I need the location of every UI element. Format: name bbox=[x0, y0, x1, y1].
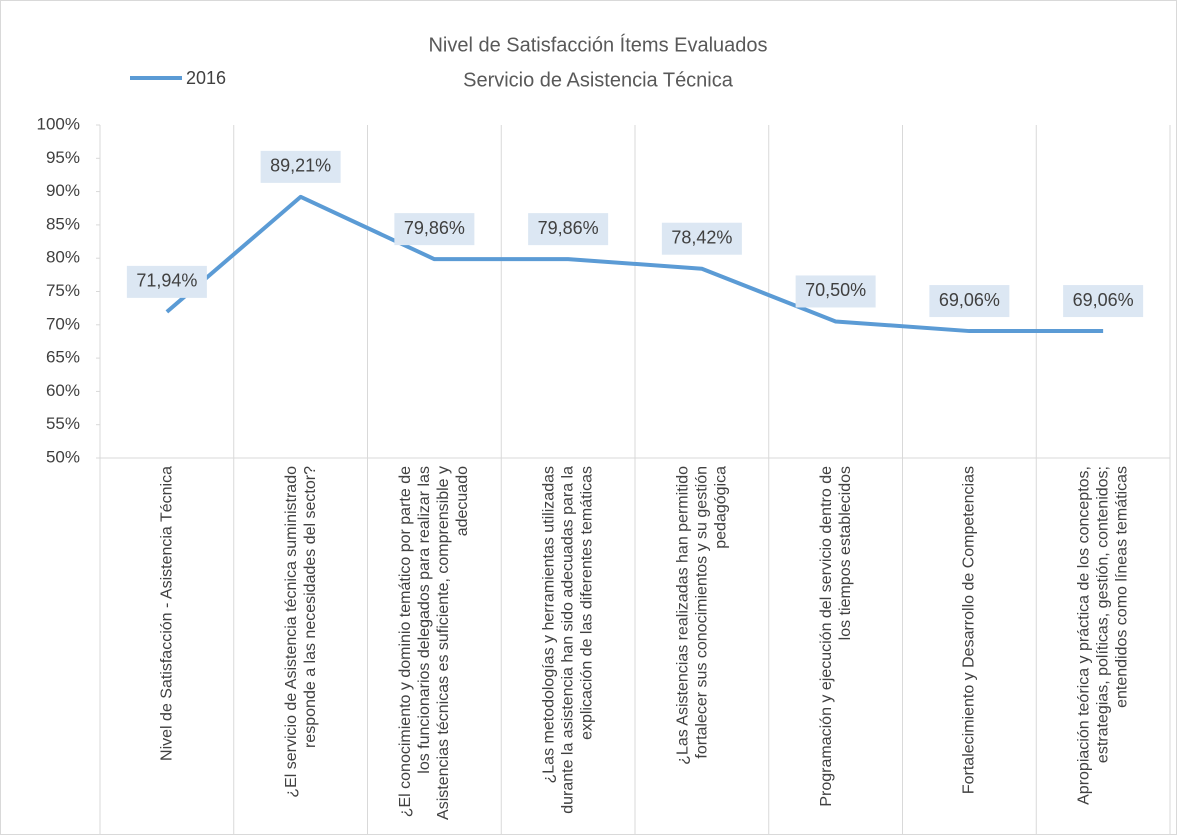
y-tick-label: 60% bbox=[46, 381, 80, 400]
value-label: 79,86% bbox=[538, 218, 599, 238]
value-label-box bbox=[528, 213, 609, 246]
y-tick-label: 100% bbox=[37, 114, 80, 133]
x-tick-label: ¿El conocimiento y dominio temático por … bbox=[397, 466, 472, 820]
x-tick-label: ¿Las Asistencias realizadas han permitid… bbox=[674, 466, 730, 765]
x-tick-label: ¿Las metodologías y herramientas utiliza… bbox=[540, 466, 596, 814]
value-label-box bbox=[795, 275, 876, 308]
y-tick-label: 80% bbox=[46, 248, 80, 267]
x-tick-label: ¿El servicio de Asistencia técnica sumin… bbox=[282, 466, 319, 798]
y-tick-label: 50% bbox=[46, 447, 80, 466]
x-tick-label: Nivel de Satisfacción - Asistencia Técni… bbox=[158, 466, 176, 761]
legend-label: 2016 bbox=[186, 68, 226, 88]
value-label-box bbox=[260, 150, 341, 183]
series-line bbox=[165, 194, 1104, 334]
y-tick-label: 95% bbox=[46, 148, 80, 167]
y-tick-label: 55% bbox=[46, 414, 80, 433]
value-label: 71,94% bbox=[136, 271, 197, 291]
y-tick-label: 75% bbox=[46, 281, 80, 300]
value-label: 70,50% bbox=[805, 280, 866, 300]
value-label-box bbox=[1063, 285, 1144, 318]
chart-title: Nivel de Satisfacción Ítems Evaluados bbox=[428, 33, 767, 56]
y-tick-label: 70% bbox=[46, 314, 80, 333]
value-label: 69,06% bbox=[1073, 290, 1134, 310]
x-tick-label: Programación y ejecución del servicio de… bbox=[817, 466, 854, 807]
value-label-box bbox=[661, 222, 742, 255]
x-tick-label: Apropiación teórica y práctica de los co… bbox=[1075, 466, 1131, 805]
value-label: 69,06% bbox=[939, 290, 1000, 310]
value-label: 79,86% bbox=[404, 218, 465, 238]
value-label-box bbox=[929, 285, 1010, 318]
y-tick-label: 85% bbox=[46, 214, 80, 233]
value-label-box bbox=[394, 213, 475, 246]
value-label-box bbox=[126, 265, 207, 298]
value-label: 78,42% bbox=[671, 227, 732, 247]
chart-subtitle: Servicio de Asistencia Técnica bbox=[463, 69, 734, 91]
y-tick-label: 65% bbox=[46, 348, 80, 367]
y-tick-label: 90% bbox=[46, 181, 80, 200]
value-label: 89,21% bbox=[270, 156, 331, 176]
x-tick-label: Fortalecimiento y Desarrollo de Competen… bbox=[960, 466, 978, 795]
